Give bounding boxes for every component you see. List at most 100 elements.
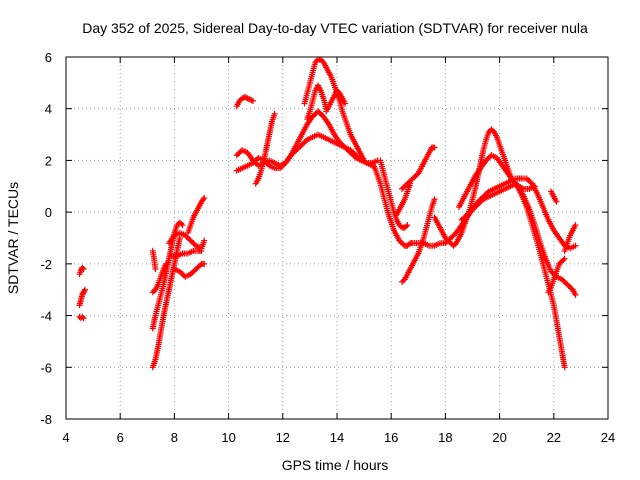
- data-point-marker: [201, 260, 208, 267]
- data-point-marker: [191, 241, 198, 248]
- data-point-marker: [431, 196, 438, 203]
- data-point-marker: [572, 242, 579, 249]
- data-point-marker: [451, 241, 458, 248]
- series-track-f: [149, 247, 159, 273]
- data-point-marker: [400, 277, 407, 284]
- series-track-s: [369, 160, 525, 249]
- x-tick-label: 12: [276, 430, 290, 445]
- data-point-marker: [176, 235, 183, 241]
- x-tick-label: 14: [330, 430, 344, 445]
- series-track-h: [165, 229, 208, 252]
- data-point-marker: [244, 95, 251, 102]
- data-point-marker: [264, 161, 271, 168]
- data-point-marker: [163, 260, 170, 267]
- series-track-k: [184, 194, 208, 236]
- y-tick-label: 4: [45, 102, 52, 117]
- data-point-marker: [572, 291, 579, 298]
- series-track-t: [377, 157, 411, 231]
- data-point-marker: [527, 179, 534, 186]
- y-tick-label: -4: [40, 309, 52, 324]
- series-track-c: [76, 313, 87, 322]
- data-point-marker: [241, 94, 248, 101]
- data-point-marker: [572, 222, 579, 229]
- data-point-marker: [405, 241, 412, 248]
- data-point-marker: [404, 222, 411, 229]
- data-point-marker: [413, 171, 420, 178]
- data-point-marker: [239, 95, 246, 102]
- y-axis-label: SDTVAR / TECUs: [5, 182, 21, 294]
- data-point-marker: [81, 286, 88, 293]
- x-tick-label: 4: [62, 430, 69, 445]
- x-tick-label: 16: [384, 430, 398, 445]
- data-point-marker: [248, 97, 255, 104]
- x-tick-label: 20: [492, 430, 506, 445]
- series-track-ae: [548, 188, 560, 205]
- data-point-marker: [335, 88, 342, 95]
- series-track-ad: [545, 255, 568, 296]
- series-track-d: [149, 235, 183, 371]
- series-track-w: [393, 180, 414, 218]
- y-tick-label: 2: [45, 153, 52, 168]
- data-point-marker: [397, 223, 404, 230]
- data-point-marker: [80, 315, 87, 322]
- data-point-marker: [243, 94, 250, 101]
- x-tick-label: 24: [601, 430, 615, 445]
- data-point-marker: [201, 237, 208, 244]
- series-track-n: [233, 131, 376, 174]
- data-point-marker: [478, 197, 485, 204]
- data-point-marker: [79, 313, 86, 320]
- data-point-marker: [271, 110, 278, 117]
- data-point-marker: [197, 262, 204, 269]
- data-point-marker: [323, 105, 330, 112]
- x-tick-label: 10: [221, 430, 235, 445]
- series-track-b: [76, 286, 88, 309]
- x-tick-label: 18: [438, 430, 452, 445]
- data-point-marker: [247, 96, 254, 103]
- data-point-marker: [351, 153, 358, 160]
- data-point-marker: [200, 196, 207, 203]
- data-point-marker: [561, 364, 568, 371]
- data-point-marker: [431, 144, 438, 151]
- series-track-a: [76, 264, 87, 278]
- data-points: [76, 56, 579, 371]
- series-track-r: [304, 82, 330, 123]
- data-point-marker: [560, 256, 567, 263]
- data-point-marker: [342, 100, 349, 107]
- data-point-marker: [313, 57, 320, 64]
- x-tick-label: 8: [171, 430, 178, 445]
- data-point-marker: [489, 127, 496, 134]
- data-point-marker: [361, 157, 368, 164]
- data-point-marker: [80, 266, 87, 273]
- data-point-marker: [245, 96, 252, 103]
- data-point-marker: [79, 264, 86, 271]
- data-point-marker: [178, 220, 185, 227]
- y-tick-label: 6: [45, 50, 52, 65]
- data-point-marker: [319, 57, 326, 64]
- series-track-o: [252, 110, 278, 187]
- y-tick-label: -6: [40, 360, 52, 375]
- series-track-l: [233, 94, 256, 110]
- x-tick-label: 6: [117, 430, 124, 445]
- data-point-marker: [249, 97, 256, 104]
- data-point-marker: [179, 222, 186, 229]
- series-track-u: [399, 196, 438, 285]
- series-track-af: [561, 222, 579, 254]
- data-point-marker: [407, 180, 414, 187]
- series-track-g: [149, 260, 170, 296]
- chart-title: Day 352 of 2025, Sidereal Day-to-day VTE…: [82, 20, 588, 36]
- data-point-marker: [151, 288, 158, 295]
- data-point-marker: [561, 255, 568, 262]
- data-point-marker: [400, 241, 407, 248]
- data-point-marker: [553, 198, 560, 205]
- data-point-marker: [81, 288, 88, 295]
- y-tick-label: -2: [40, 257, 52, 272]
- data-point-marker: [152, 266, 159, 273]
- y-tick-label: 0: [45, 205, 52, 220]
- series-track-i: [168, 247, 205, 260]
- x-axis-label: GPS time / hours: [282, 457, 389, 473]
- data-point-marker: [568, 285, 575, 292]
- data-point-marker: [201, 194, 208, 201]
